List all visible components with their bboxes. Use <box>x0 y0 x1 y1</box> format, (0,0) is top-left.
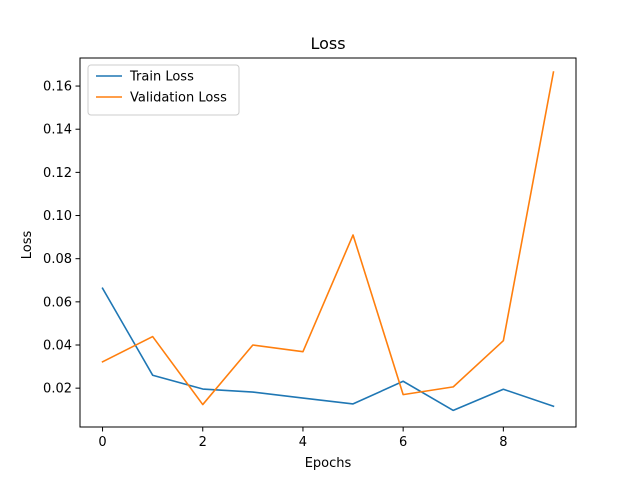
series-line-train-loss <box>101 287 555 412</box>
series-layer <box>101 71 555 412</box>
plot-area <box>79 57 577 428</box>
y-tick-label: 0.06 <box>43 295 72 310</box>
x-tick-label: 4 <box>299 435 307 450</box>
plot-frame <box>79 57 577 428</box>
y-tick-label: 0.02 <box>43 382 72 397</box>
y-axis-label: Loss <box>20 231 35 260</box>
series-line-validation-loss <box>101 71 555 406</box>
y-tick-label: 0.08 <box>43 252 72 267</box>
x-axis-label: Epochs <box>305 456 352 471</box>
legend-label: Train Loss <box>129 70 194 85</box>
y-tick-label: 0.14 <box>43 123 72 138</box>
x-tick-label: 6 <box>399 435 407 450</box>
legend: Train Loss Validation Loss <box>87 64 240 116</box>
y-tick-label: 0.12 <box>43 166 72 181</box>
y-tick-label: 0.04 <box>43 339 72 354</box>
y-tick-label: 0.16 <box>43 80 72 95</box>
x-tick-label: 0 <box>98 435 106 450</box>
chart-title: Loss <box>310 34 345 53</box>
y-axis-ticks: 0.02 0.04 0.06 0.08 0.10 0.12 0.14 0.16 <box>43 80 80 397</box>
legend-label: Validation Loss <box>130 91 227 106</box>
x-axis-ticks: 0 2 4 6 8 <box>98 427 507 450</box>
legend-box <box>87 64 240 116</box>
x-tick-label: 2 <box>199 435 207 450</box>
y-tick-label: 0.10 <box>43 209 72 224</box>
x-tick-label: 8 <box>499 435 507 450</box>
